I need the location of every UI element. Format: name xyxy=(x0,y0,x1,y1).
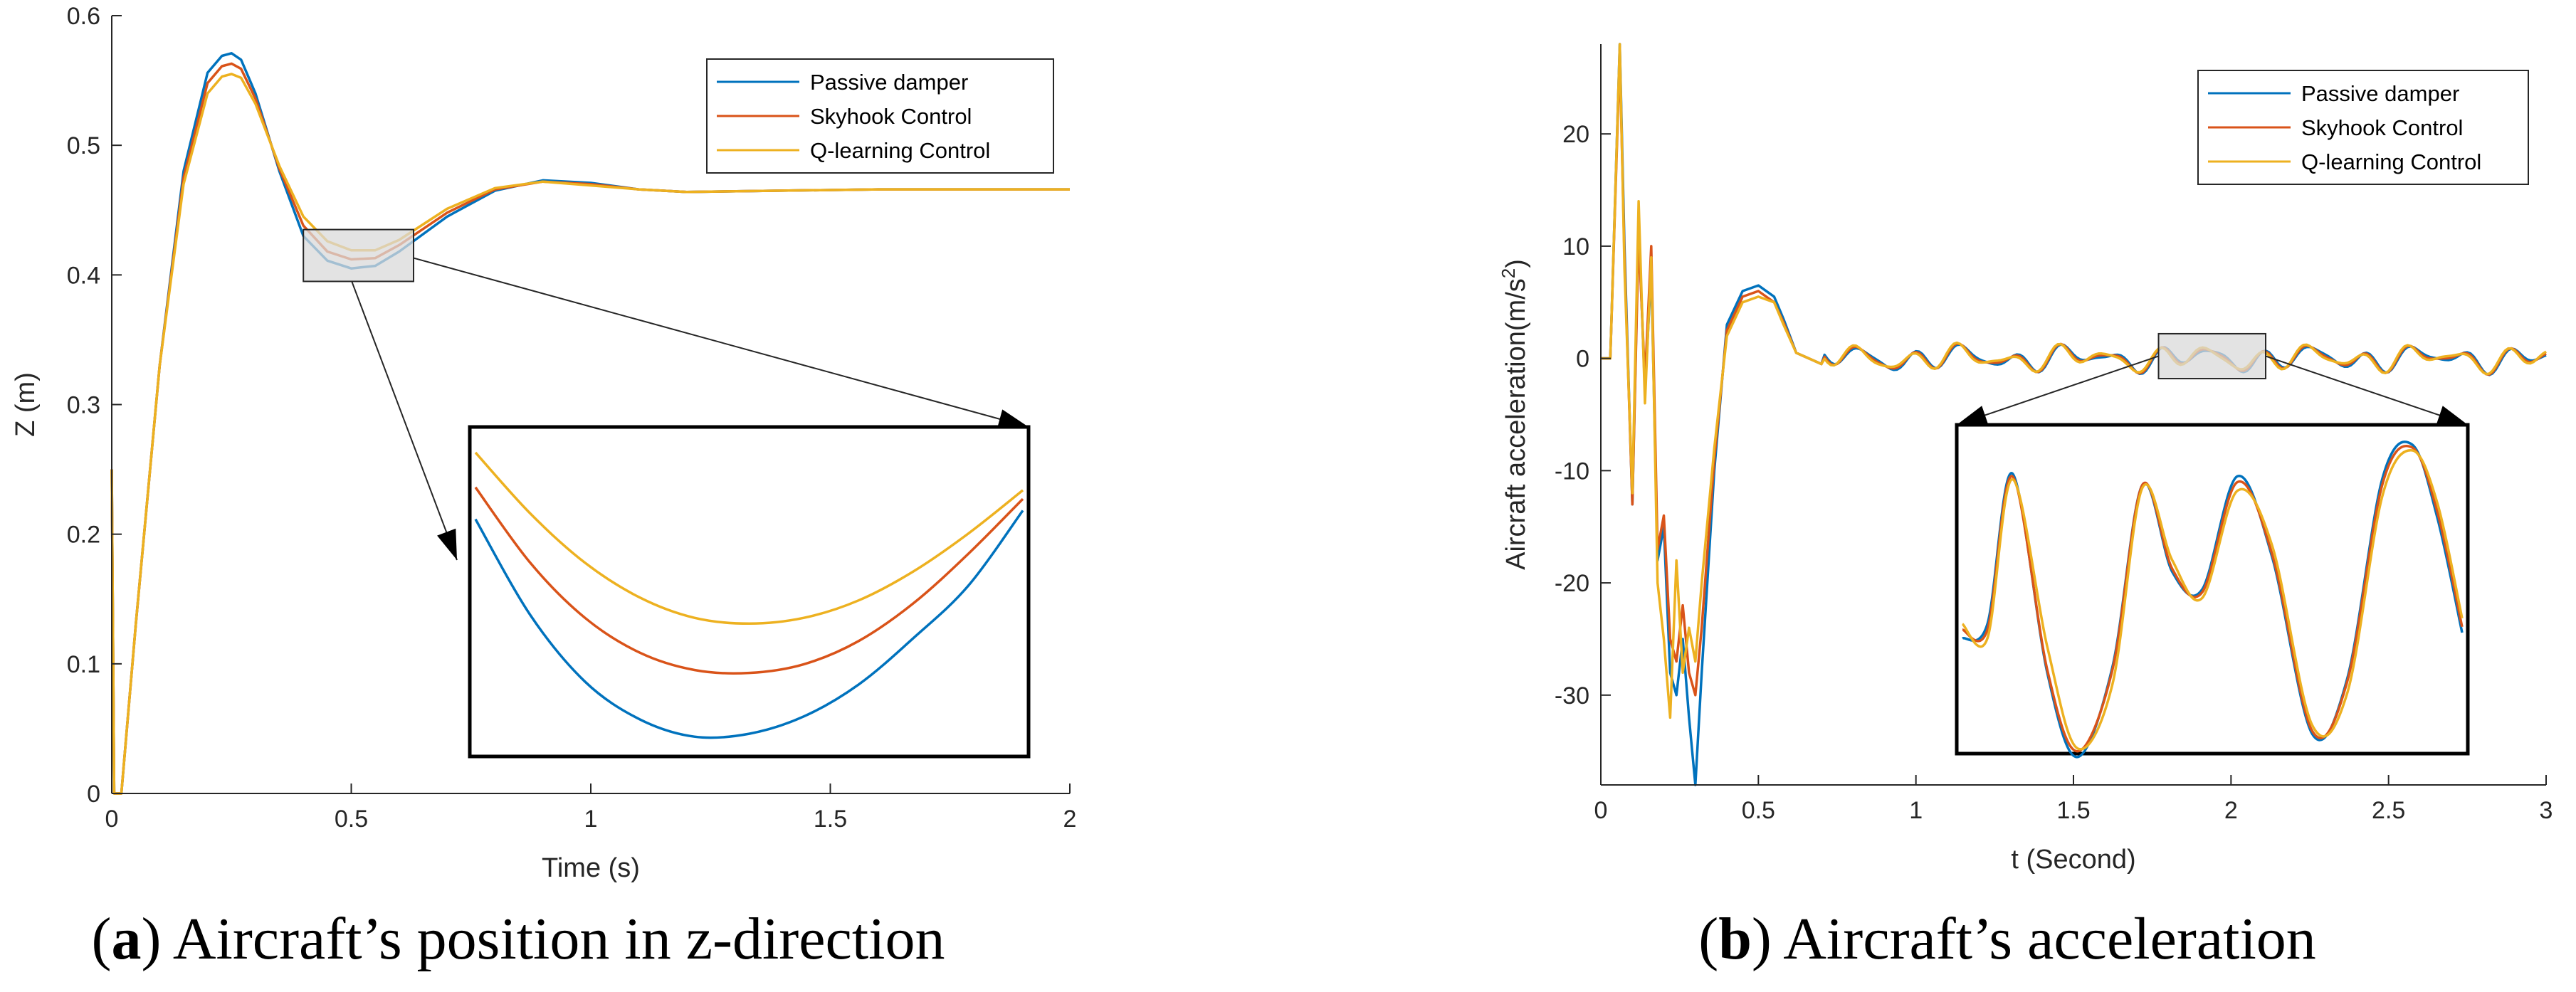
y-tick-label: 0.4 xyxy=(67,262,100,289)
legend-label-passive-damper: Passive damper xyxy=(2301,81,2459,106)
x-tick-label: 1.5 xyxy=(814,806,847,833)
legend-label-q-learning-control: Q-learning Control xyxy=(810,138,990,163)
chart-a-inset-frame xyxy=(468,425,1031,759)
chart-b-y-axis-label-superscript: 2 xyxy=(1498,268,1519,278)
chart-a-zoom-connectors xyxy=(351,257,1029,561)
inset-line-qlearn xyxy=(474,451,1024,626)
x-tick-label: 0.5 xyxy=(1742,797,1775,824)
caption-a-label: a xyxy=(111,906,141,972)
chart-b-legend: Passive damper Skyhook Control Q-learnin… xyxy=(2197,70,2529,185)
chart-b-series xyxy=(1601,43,2547,786)
y-tick-label: 0 xyxy=(87,781,100,808)
inset-line-passive xyxy=(474,510,1024,739)
legend-label-skyhook-control: Skyhook Control xyxy=(810,104,972,129)
y-tick-label: -20 xyxy=(1555,570,1589,597)
chart-b: 0 0.5 1 1.5 2 2.5 3 -30 -20 -10 0 10 20 t (Second) A… xyxy=(1498,43,2553,875)
caption-a-text: Aircraft’s position in z-direction xyxy=(173,906,945,972)
legend-label-skyhook-control: Skyhook Control xyxy=(2301,115,2463,140)
x-tick-label: 3 xyxy=(2540,797,2553,824)
x-tick-label: 0 xyxy=(1594,797,1608,824)
caption-b-label: b xyxy=(1718,906,1752,972)
caption-a: (a) Aircraft’s position in z-direction xyxy=(91,906,945,972)
zoom-arrowhead xyxy=(2436,406,2468,425)
chart-b-y-axis-label-end: ) xyxy=(1501,259,1531,268)
caption-b-text: Aircraft’s acceleration xyxy=(1783,906,2316,972)
zoom-connector-line xyxy=(2265,355,2469,426)
x-tick-label: 1 xyxy=(1909,797,1923,824)
caption-b: (b) Aircraft’s acceleration xyxy=(1698,906,2316,972)
legend-label-q-learning-control: Q-learning Control xyxy=(2301,149,2481,174)
y-tick-label: 0.1 xyxy=(67,651,100,678)
zoom-arrowhead xyxy=(1957,406,1989,425)
inset-line-skyhook xyxy=(474,486,1024,675)
chart-b-ticks: 0 0.5 1 1.5 2 2.5 3 -30 -20 -10 0 10 20 xyxy=(1555,121,2553,824)
chart-a-y-axis-label: Z (m) xyxy=(11,372,41,437)
x-tick-label: 1.5 xyxy=(2056,797,2090,824)
zoom-connector-line xyxy=(1956,355,2159,426)
x-tick-label: 1 xyxy=(584,806,598,833)
y-tick-label: 0.3 xyxy=(67,392,100,419)
y-tick-label: 0.6 xyxy=(67,3,100,30)
y-tick-label: -10 xyxy=(1555,458,1589,485)
zoom-arrowhead xyxy=(437,528,457,560)
inset-line-skyhook xyxy=(1962,444,2464,753)
y-tick-label: 0.5 xyxy=(67,132,100,159)
inset-line-qlearn xyxy=(1961,449,2464,751)
y-tick-label: 0.2 xyxy=(67,522,100,549)
x-tick-label: 0 xyxy=(105,806,119,833)
chart-a-zoom-box xyxy=(303,228,414,283)
x-tick-label: 2.5 xyxy=(2372,797,2405,824)
chart-a-x-axis-label: Time (s) xyxy=(542,853,640,883)
y-tick-label: 0 xyxy=(1576,346,1589,373)
y-tick-label: -30 xyxy=(1555,682,1589,709)
chart-a-ticks: 0 0.5 1 1.5 2 0 0.1 0.2 0.3 0.4 0.5 0.6 xyxy=(67,3,1077,833)
chart-b-x-axis-label: t (Second) xyxy=(2011,845,2135,875)
chart-b-zoom-box xyxy=(2157,332,2267,380)
chart-a-inset-series xyxy=(474,451,1024,739)
y-tick-label: 20 xyxy=(1562,121,1589,148)
zoom-arrowhead xyxy=(997,409,1029,429)
x-tick-label: 2 xyxy=(1063,806,1077,833)
series-line-q-learning-control xyxy=(1601,43,2547,719)
chart-b-zoom-connectors xyxy=(1956,355,2469,426)
chart-b-y-axis-label-main: Aircraft acceleration(m/s xyxy=(1501,278,1531,570)
chart-b-y-axis-label: Aircraft acceleration(m/s2) xyxy=(1498,259,1531,570)
chart-b-inset-series xyxy=(1961,440,2464,759)
x-tick-label: 2 xyxy=(2224,797,2238,824)
chart-a-legend: Passive damper Skyhook Control Q-learnin… xyxy=(706,58,1054,174)
legend-label-passive-damper: Passive damper xyxy=(810,70,968,95)
zoom-connector-line xyxy=(351,281,458,561)
chart-a: 0 0.5 1 1.5 2 0 0.1 0.2 0.3 0.4 0.5 0.6 Time (s) Z … xyxy=(11,3,1076,883)
x-tick-label: 0.5 xyxy=(335,806,368,833)
y-tick-label: 10 xyxy=(1562,233,1589,260)
zoom-connector-line xyxy=(413,257,1029,428)
